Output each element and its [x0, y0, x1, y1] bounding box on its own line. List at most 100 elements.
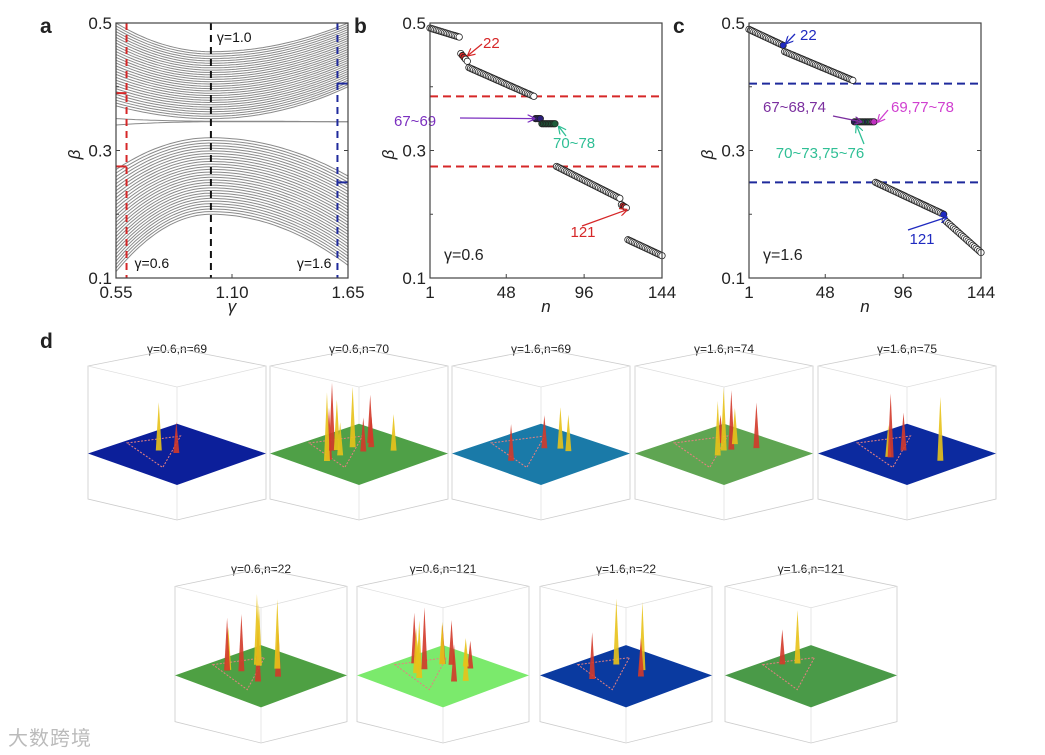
eigenvalue-curve [116, 77, 348, 110]
field-plane [818, 423, 996, 485]
cube-frame [817, 348, 997, 521]
cube-frame [724, 568, 898, 744]
annotation-arrow [786, 33, 796, 43]
field-peak [613, 598, 620, 665]
thumbnail-title: γ=0.6,n=69 [147, 342, 207, 356]
lattice-outline [307, 435, 364, 469]
eigenvalue-curve [116, 59, 348, 92]
eigenvalue-curve [116, 187, 348, 237]
annotation-arrow [878, 109, 889, 122]
cube-edge [539, 586, 713, 609]
data-point [779, 41, 787, 49]
cube-frame [174, 568, 348, 744]
eigenvalue-curve [116, 153, 348, 195]
field-peak [589, 632, 596, 680]
field-peak [439, 621, 446, 665]
annotation-label: 121 [909, 231, 934, 248]
annotation-arrow [581, 210, 627, 227]
field-peak [508, 424, 515, 461]
eigenvalue-curve [116, 137, 348, 177]
gamma-label: γ=1.6 [763, 247, 803, 264]
y-tick-label: 0.3 [402, 142, 426, 161]
eigenvalue-curve [116, 171, 348, 217]
field-peak [333, 399, 340, 451]
data-point [940, 210, 948, 218]
cube-frame [451, 348, 631, 521]
data-point [849, 76, 857, 84]
eigenvalue-curve [116, 190, 348, 241]
annotation-label: 69,77~78 [891, 99, 954, 116]
annotation-label: 70~73,75~76 [776, 145, 864, 162]
eigenvalue-curve [116, 142, 348, 183]
eigenvalue-curve [116, 70, 348, 103]
x-tick-label: 0.55 [99, 283, 132, 302]
x-tick-label: 48 [816, 283, 835, 302]
y-tick-label: 0.3 [721, 142, 745, 161]
cube-edge [634, 365, 814, 388]
eigenvalue-curve [116, 192, 348, 244]
eigenvalue-curve [116, 147, 348, 189]
eigenvalue-curve [116, 31, 348, 62]
lattice-outline [761, 656, 816, 691]
eigenvalue-curve [116, 53, 348, 85]
eigenvalue-curve [116, 203, 348, 258]
field-peak [731, 408, 738, 445]
lattice-outline [125, 435, 182, 469]
annotation-label: 70~78 [553, 135, 595, 152]
field-plane [88, 423, 266, 485]
cube-frame [269, 348, 449, 521]
y-tick-label: 0.3 [88, 142, 112, 161]
x-tick-label: 96 [894, 283, 913, 302]
eigenvalue-curve [116, 150, 348, 192]
eigenvalue-curve [116, 35, 348, 66]
field-peak [541, 415, 548, 449]
field-thumbnail: γ=1.6,n=121 [724, 562, 898, 744]
data-point [616, 194, 624, 202]
x-tick-label: 96 [575, 283, 594, 302]
field-plane [270, 423, 448, 485]
field-plane [725, 645, 897, 708]
data-point [551, 120, 559, 128]
cube-frame [87, 348, 267, 521]
annotation-arrow [559, 127, 567, 137]
gamma-label: γ=0.6 [444, 247, 484, 264]
eigenvalue-curve [116, 42, 348, 74]
field-peak [557, 407, 564, 449]
watermark: 大数跨境 [8, 726, 92, 750]
data-point [870, 118, 878, 126]
eigenvalue-curve [116, 23, 348, 53]
annotation-label: 67~68,74 [763, 99, 826, 116]
eigenvalue-curve [116, 29, 348, 60]
eigenvalue-curve [116, 37, 348, 69]
field-peak [368, 413, 375, 448]
y-tick-label: 0.5 [721, 14, 745, 33]
eigenvalue-curve [116, 158, 348, 202]
field-peak [155, 402, 162, 451]
annotation-label: 121 [570, 224, 595, 241]
field-peak [255, 603, 262, 666]
annotation-label: 22 [800, 27, 817, 44]
eigenvalue-curve [116, 55, 348, 87]
gamma-label: γ=0.6 [135, 255, 170, 271]
cube-edge [356, 586, 530, 609]
panel-label-c: c [673, 15, 685, 38]
field-peak [467, 640, 474, 669]
panel-label-a: a [40, 15, 52, 38]
y-axis-label: β [379, 149, 398, 160]
eigenvalue-curve [116, 213, 348, 272]
eigenvalue-curve [116, 145, 348, 186]
x-tick-label: 144 [648, 283, 676, 302]
eigenvalue-curve [116, 68, 348, 101]
annotation-arrow [459, 118, 534, 119]
panel-label-d: d [40, 330, 53, 353]
x-tick-label: 48 [497, 283, 516, 302]
panel-label-b: b [354, 15, 367, 38]
y-tick-label: 0.5 [88, 14, 112, 33]
y-tick-label: 0.1 [402, 269, 426, 288]
field-peak [360, 417, 367, 452]
field-peak [328, 382, 335, 451]
cube-edge [817, 365, 997, 388]
cube-frame [634, 348, 814, 521]
lattice-outline [855, 435, 912, 469]
lattice-outline [489, 435, 546, 469]
